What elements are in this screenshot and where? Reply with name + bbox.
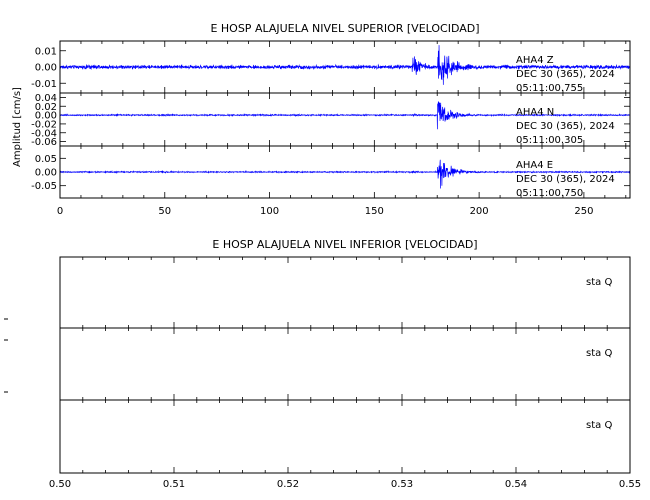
y-tick-label: -0.01: [31, 79, 57, 90]
x-tick-label: 0.54: [505, 479, 527, 490]
channel-label: AHA4 Z: [516, 55, 554, 66]
date-label: DEC 30 (365), 2024: [516, 69, 615, 80]
time-label: 05:11:00.755: [516, 83, 583, 94]
x-tick-label: 250: [574, 206, 593, 217]
station-label: sta Q: [586, 420, 612, 431]
top-panel-3: 0.05 0.00 -0.05 AHA4 E DEC 30 (365), 2024 05:…: [31, 145, 631, 199]
channel-label: AHA4 E: [516, 160, 553, 171]
time-label: 05:11:00.750: [516, 188, 583, 199]
x-tick-label: 0.55: [619, 479, 641, 490]
top-chart-ylabel: Amplitud [cm/s]: [12, 87, 23, 167]
date-label: DEC 30 (365), 2024: [516, 174, 615, 185]
x-tick-label: 100: [260, 206, 279, 217]
y-tick-label: -0.04: [31, 128, 57, 139]
y-tick-label: -0.05: [31, 181, 57, 192]
x-tick-label: 150: [365, 206, 384, 217]
time-label: 05:11:00.305: [516, 135, 583, 146]
waveform-3: [59, 159, 631, 189]
station-label: sta Q: [586, 348, 612, 359]
y-tick-label: 0.00: [35, 168, 57, 179]
y-tick-label: -0.02: [31, 119, 57, 130]
waveform-1: [59, 45, 631, 85]
channel-label: AHA4 N: [516, 107, 554, 118]
bottom-chart-title: E HOSP ALAJUELA NIVEL INFERIOR [VELOCIDA…: [212, 238, 477, 251]
y-tick-label: 0.04: [35, 93, 57, 104]
x-tick-label: 0.50: [49, 479, 71, 490]
y-tick-label: 0.05: [35, 154, 57, 165]
date-label: DEC 30 (365), 2024: [516, 121, 615, 132]
y-tick-label: 0.00: [35, 63, 57, 74]
bottom-panel-3: sta Q: [59, 399, 631, 474]
panel-frame: [59, 399, 631, 474]
x-tick-label: 200: [470, 206, 489, 217]
x-tick-label: 0.52: [277, 479, 299, 490]
panel-frame: [59, 145, 631, 199]
top-chart-title: E HOSP ALAJUELA NIVEL SUPERIOR [VELOCIDA…: [210, 22, 479, 35]
station-label: sta Q: [586, 277, 612, 288]
x-tick-label: 0.53: [391, 479, 413, 490]
y-tick-label: 0.01: [35, 46, 57, 57]
bottom-chart: sta Q sta Q sta Q 0.50 0.51 0.52 0.53 0.54 0.55: [4, 256, 641, 490]
top-chart: 0.01 0.00 -0.01 AHA4 Z DEC 30 (365), 2024 05:…: [31, 40, 631, 217]
x-tick-label: 0.51: [163, 479, 185, 490]
waveform-2: [59, 101, 631, 130]
x-tick-label: 0: [57, 206, 63, 217]
y-tick-label: 0.02: [35, 102, 57, 113]
y-tick-label: -0.06: [31, 137, 57, 148]
y-tick-label: 0.00: [35, 111, 57, 122]
x-tick-label: 50: [158, 206, 171, 217]
